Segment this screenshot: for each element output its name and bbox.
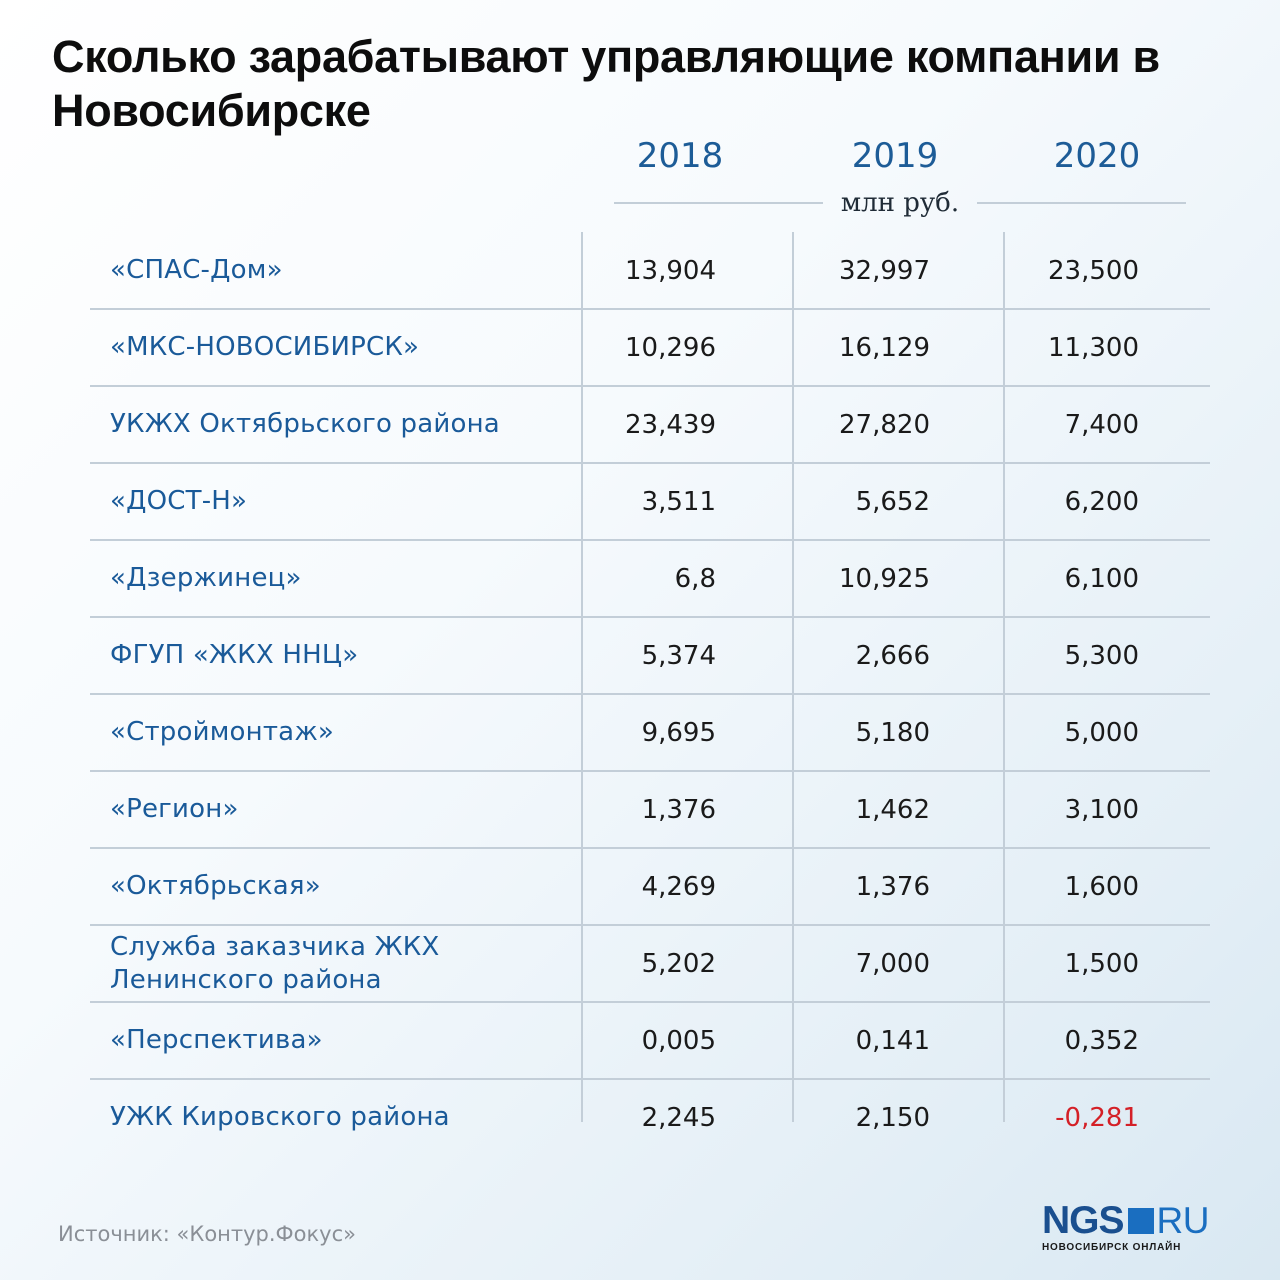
value-2020: 6,200 <box>1064 486 1139 517</box>
company-name: «Строймонтаж» <box>110 717 335 747</box>
value-2020: 1,500 <box>1064 948 1139 979</box>
logo-square-icon <box>1127 1208 1154 1234</box>
value-2020: 23,500 <box>1048 255 1139 286</box>
value-2018: 9,695 <box>641 717 716 748</box>
table-row: «Октябрьская» 4,269 1,376 1,600 <box>90 848 1210 926</box>
row-divider <box>90 1001 1210 1003</box>
row-divider <box>90 462 1210 464</box>
value-2020: 5,000 <box>1064 717 1139 748</box>
row-divider <box>90 693 1210 695</box>
company-name: «Регион» <box>110 794 239 824</box>
company-name: УКЖХ Октябрьского района <box>110 409 500 439</box>
company-name: «ДОСТ-Н» <box>110 486 248 516</box>
unit-divider-left <box>614 202 823 204</box>
value-2020: 0,352 <box>1064 1025 1139 1056</box>
logo-text-ru: RU <box>1156 1200 1210 1241</box>
value-2019: 2,150 <box>855 1102 930 1133</box>
chart-title: Сколько зарабатывают управляющие компани… <box>52 31 1160 136</box>
value-2020: 7,400 <box>1064 409 1139 440</box>
unit-label-group: млн руб. <box>614 188 1187 218</box>
logo-tagline: НОВОСИБИРСК ОНЛАЙН <box>1042 1242 1182 1253</box>
table-row: «Регион» 1,376 1,462 3,100 <box>90 771 1210 849</box>
value-2019: 5,652 <box>855 486 930 517</box>
column-header-2018: 2018 <box>636 136 724 176</box>
table-row: Служба заказчика ЖКХ Ленинского района 5,… <box>90 925 1210 1003</box>
value-2019: 27,820 <box>839 409 930 440</box>
value-2020: 11,300 <box>1048 332 1139 363</box>
table-row: «Строймонтаж» 9,695 5,180 5,000 <box>90 694 1210 772</box>
table-row: УЖК Кировского района 2,245 2,150 -0,281 <box>90 1079 1210 1156</box>
value-2020: 3,100 <box>1064 794 1139 825</box>
column-divider-3 <box>1003 232 1005 1122</box>
value-2018: 3,511 <box>641 486 716 517</box>
logo-text-ngs: NGS <box>1042 1199 1125 1242</box>
value-2019: 16,129 <box>839 332 930 363</box>
value-2018: 2,245 <box>641 1102 716 1133</box>
row-divider <box>90 539 1210 541</box>
row-divider <box>90 308 1210 310</box>
company-name: ФГУП «ЖКХ ННЦ» <box>110 640 359 670</box>
value-2020: 6,100 <box>1064 563 1139 594</box>
value-2019: 7,000 <box>855 948 930 979</box>
ngs-logo: NGS RU НОВОСИБИРСК ОНЛАЙН <box>1042 1199 1242 1262</box>
table-row: «МКС-НОВОСИБИРСК» 10,296 16,129 11,300 <box>90 309 1210 387</box>
company-name: «МКС-НОВОСИБИРСК» <box>110 332 420 362</box>
value-2018: 13,904 <box>625 255 716 286</box>
column-header-2019: 2019 <box>851 136 939 176</box>
company-name: «Дзержинец» <box>110 563 302 593</box>
table-row: «ДОСТ-Н» 3,511 5,652 6,200 <box>90 463 1210 541</box>
value-2018: 6,8 <box>674 563 716 594</box>
company-name: «Перспектива» <box>110 1025 323 1055</box>
company-name: Служба заказчика ЖКХ Ленинского района <box>110 931 440 995</box>
row-divider <box>90 1078 1210 1080</box>
value-2019: 1,462 <box>855 794 930 825</box>
value-2020: -0,281 <box>1055 1102 1139 1133</box>
table-row: ФГУП «ЖКХ ННЦ» 5,374 2,666 5,300 <box>90 617 1210 695</box>
value-2018: 0,005 <box>641 1025 716 1056</box>
value-2018: 5,202 <box>641 948 716 979</box>
row-divider <box>90 385 1210 387</box>
row-divider <box>90 616 1210 618</box>
value-2018: 5,374 <box>641 640 716 671</box>
value-2019: 32,997 <box>839 255 930 286</box>
value-2019: 10,925 <box>839 563 930 594</box>
row-divider <box>90 924 1210 926</box>
value-2019: 1,376 <box>855 871 930 902</box>
table-row: «СПАС-Дом» 13,904 32,997 23,500 <box>90 232 1210 310</box>
unit-divider-right <box>977 202 1187 204</box>
source-note: Источник: «Контур.Фокус» <box>58 1222 356 1246</box>
column-header-2020: 2020 <box>1053 136 1141 176</box>
earnings-table: «СПАС-Дом» 13,904 32,997 23,500 «МКС-НОВОСИБ… <box>90 232 1210 1133</box>
value-2018: 23,439 <box>625 409 716 440</box>
company-name: УЖК Кировского района <box>110 1102 450 1132</box>
column-divider-2 <box>792 232 794 1122</box>
value-2019: 0,141 <box>855 1025 930 1056</box>
value-2019: 5,180 <box>855 717 930 748</box>
value-2019: 2,666 <box>855 640 930 671</box>
value-2020: 5,300 <box>1064 640 1139 671</box>
table-row: «Перспектива» 0,005 0,141 0,352 <box>90 1002 1210 1080</box>
unit-label: млн руб. <box>840 188 960 218</box>
value-2018: 1,376 <box>641 794 716 825</box>
column-divider-1 <box>581 232 583 1122</box>
company-name: «СПАС-Дом» <box>110 255 283 285</box>
value-2018: 4,269 <box>641 871 716 902</box>
company-name: «Октябрьская» <box>110 871 321 901</box>
table-row: УКЖХ Октябрьского района 23,439 27,820 7,40… <box>90 386 1210 464</box>
row-divider <box>90 770 1210 772</box>
row-divider <box>90 847 1210 849</box>
value-2018: 10,296 <box>625 332 716 363</box>
table-row: «Дзержинец» 6,8 10,925 6,100 <box>90 540 1210 618</box>
value-2020: 1,600 <box>1064 871 1139 902</box>
